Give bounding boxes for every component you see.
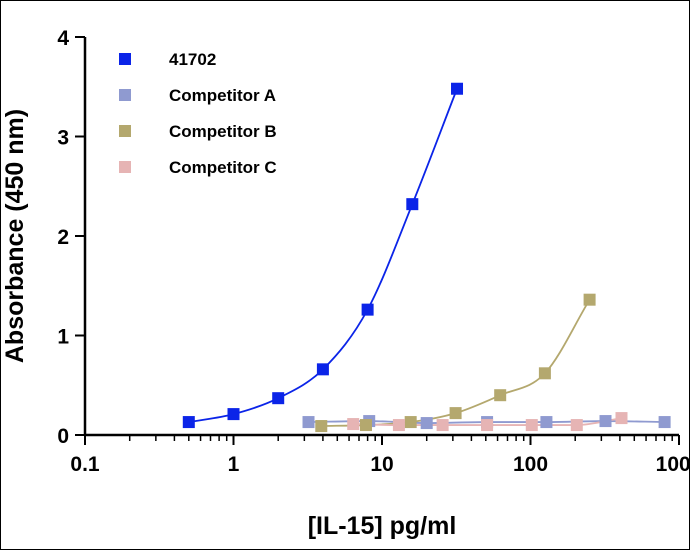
- data-point: [615, 412, 628, 425]
- data-point: [404, 416, 417, 429]
- legend-label: Competitor C: [169, 158, 277, 177]
- data-point: [406, 198, 419, 211]
- data-point: [494, 389, 507, 402]
- data-point: [302, 416, 315, 429]
- data-point: [538, 367, 551, 380]
- x-tick-label: 10: [370, 453, 393, 476]
- legend-label: Competitor A: [169, 86, 276, 105]
- y-axis-title: Absorbance (450 nm): [1, 109, 29, 363]
- data-point: [316, 363, 329, 376]
- y-tick-label: 2: [57, 226, 69, 249]
- data-point: [451, 82, 464, 95]
- y-tick-label: 1: [57, 326, 69, 349]
- x-tick-label: 100: [513, 453, 548, 476]
- data-point: [420, 417, 433, 430]
- data-point: [583, 293, 596, 306]
- data-point: [359, 419, 372, 432]
- legend-swatch: [119, 125, 131, 137]
- data-point: [182, 416, 195, 429]
- data-point: [481, 419, 494, 432]
- data-point: [347, 418, 360, 431]
- data-point: [361, 303, 374, 316]
- data-point: [392, 419, 405, 432]
- data-point: [570, 419, 583, 432]
- data-point: [525, 419, 538, 432]
- data-points: [182, 82, 671, 433]
- data-point: [227, 408, 240, 421]
- legend-swatch: [119, 53, 131, 65]
- x-tick-label: 1: [228, 453, 240, 476]
- y-ticks: 0 1 2 3 4: [57, 27, 85, 448]
- legend-label: 41702: [169, 50, 216, 69]
- data-point: [540, 416, 553, 429]
- data-point: [272, 392, 285, 405]
- x-axis-title: [IL-15] pg/ml: [308, 512, 457, 540]
- data-point: [658, 416, 671, 429]
- x-tick-label: 0.1: [70, 453, 100, 476]
- y-tick-label: 3: [57, 127, 69, 150]
- legend-label: Competitor B: [169, 122, 277, 141]
- legend-swatch: [119, 89, 131, 101]
- data-point: [449, 407, 462, 420]
- y-tick-label: 0: [57, 425, 69, 448]
- legend: 41702 Competitor A Competitor B Competitor …: [119, 50, 277, 177]
- data-point: [436, 419, 449, 432]
- data-point: [599, 415, 612, 428]
- legend-swatch: [119, 161, 131, 173]
- data-point: [315, 420, 328, 433]
- y-tick-label: 4: [57, 27, 69, 50]
